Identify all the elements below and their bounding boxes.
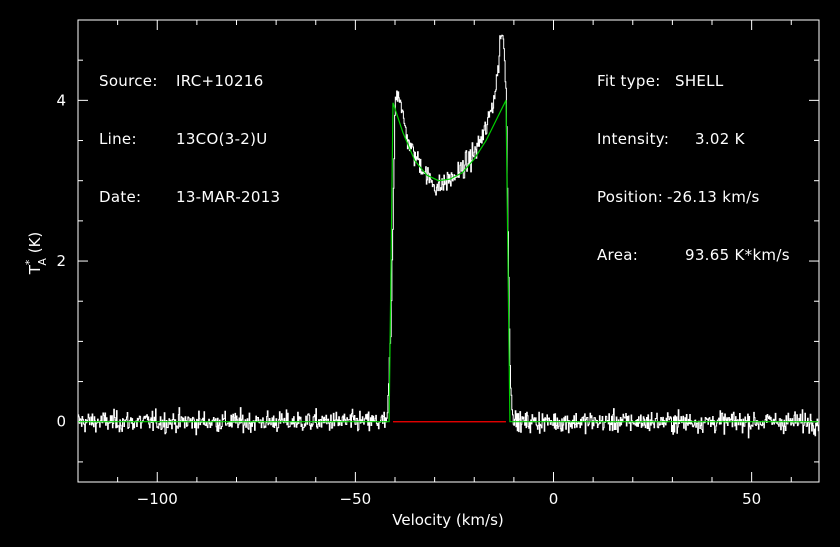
annotation-label: Date: [99,188,142,206]
annotation-label: Area: [597,246,639,264]
annotation-value: 93.65 K*km/s [685,246,790,264]
annotation-value: SHELL [675,72,724,90]
annotation-date: Date: 13-MAR-2013 [99,188,280,206]
x-tick-label: 50 [742,490,761,508]
y-tick-label: 4 [56,91,66,109]
annotation-label: Line: [99,130,137,148]
x-tick-label: 0 [549,490,559,508]
chart-series [78,34,819,439]
annotation-label: Position: [597,188,664,206]
annotation-value: 13CO(3-2)U [176,130,268,148]
annotations-left: Source: IRC+10216 Line: 13CO(3-2)U Date: 13… [99,36,280,224]
tick-labels: −100 −50 0 50 0 2 4 [56,91,761,508]
annotation-intensity: Intensity: 3.02 K [597,130,790,148]
y-axis-label-sub: A [36,258,49,266]
plot-frame [77,19,820,483]
y-tick-label: 2 [56,252,66,270]
annotation-position: Position: -26.13 km/s [597,188,790,206]
y-axis-label-unit: (K) [26,232,44,258]
annotation-area: Area: 93.65 K*km/s [597,246,790,264]
annotation-label: Source: [99,72,158,90]
y-axis-label-group: T*A (K) [23,232,49,276]
annotations-right: Fit type: SHELL Intensity: 3.02 K Position… [597,36,790,282]
y-axis-label-star: * [23,259,36,265]
annotation-label: Intensity: [597,130,670,148]
annotation-value: 3.02 K [695,130,745,148]
annotation-value: 13-MAR-2013 [176,188,281,206]
annotation-source: Source: IRC+10216 [99,72,280,90]
annotation-value: IRC+10216 [176,72,264,90]
x-tick-label: −100 [137,490,178,508]
y-axis-label-main: T [26,264,44,275]
annotation-label: Fit type: [597,72,661,90]
y-axis-label: T*A (K) [23,232,49,276]
annotation-fit-type: Fit type: SHELL [597,72,790,90]
x-tick-label: −50 [340,490,372,508]
fit-line [78,100,819,423]
annotation-value: -26.13 km/s [667,188,760,206]
annotation-line: Line: 13CO(3-2)U [99,130,280,148]
x-axis-label: Velocity (km/s) [392,511,503,529]
y-tick-label: 0 [56,413,66,431]
